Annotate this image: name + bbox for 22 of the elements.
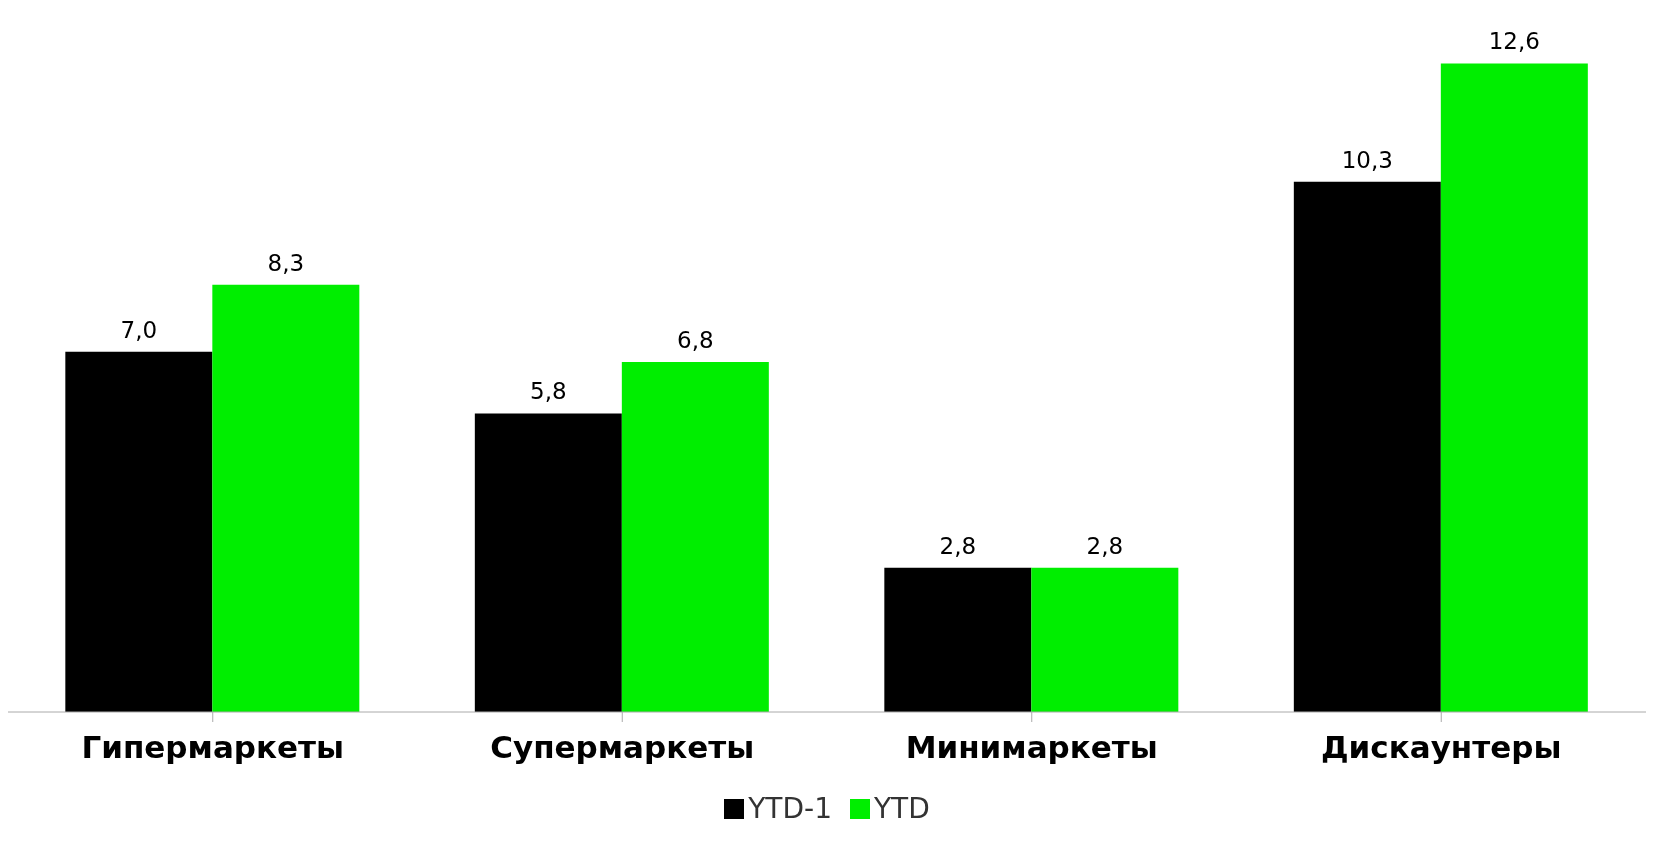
legend-label: YTD-1 <box>747 792 832 825</box>
bar <box>1031 567 1179 712</box>
bar <box>621 361 769 712</box>
data-label: 10,3 <box>1341 146 1393 173</box>
data-label: 6,8 <box>677 326 714 353</box>
bar <box>1440 63 1588 712</box>
bar <box>1293 181 1441 712</box>
data-label: 5,8 <box>530 378 567 405</box>
x-tick-label: Супермаркеты <box>490 729 755 766</box>
x-tick-label: Дискаунтеры <box>1320 729 1562 766</box>
data-label: 2,8 <box>939 532 977 559</box>
legend-label: YTD <box>872 792 930 825</box>
x-tick-label: Минимаркеты <box>905 729 1158 766</box>
bar <box>65 351 213 712</box>
bar <box>474 413 622 712</box>
x-tick-label: Гипермаркеты <box>81 729 345 766</box>
data-label: 2,8 <box>1086 532 1124 559</box>
bar <box>212 284 360 712</box>
data-label: 12,6 <box>1488 28 1540 55</box>
data-label: 8,3 <box>267 249 305 276</box>
data-label: 7,0 <box>120 316 158 343</box>
bar <box>884 567 1032 712</box>
